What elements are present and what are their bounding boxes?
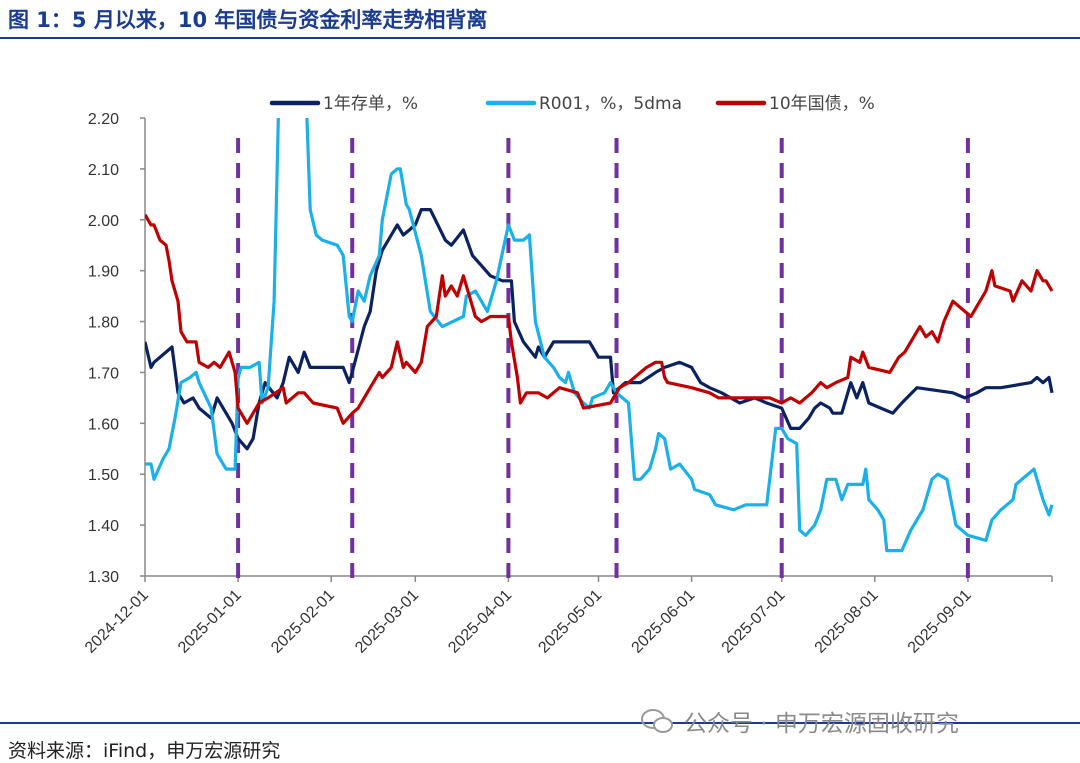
y-tick-label: 1.50 [88, 467, 119, 484]
y-tick-label: 1.70 [88, 365, 119, 382]
y-tick-label: 2.20 [88, 111, 119, 128]
y-tick-label: 1.30 [88, 569, 119, 586]
legend-label: 1年存单，% [323, 94, 418, 114]
series-line [145, 118, 1054, 553]
y-tick-label: 1.40 [88, 518, 119, 535]
footer-divider [0, 722, 1080, 724]
series-line [145, 208, 1054, 451]
legend-label: R001，%，5dma [539, 94, 682, 114]
x-tick-label: 2025-02-01 [268, 587, 338, 657]
axes: 1.30 1.40 1.50 1.60 1.70 1.80 1.90 2.00 2.10 2.20… [82, 111, 1053, 657]
watermark-text: 公众号 · 申万宏源固收研究 [684, 711, 959, 737]
figure-title: 图 1：5 月以来，10 年国债与资金利率走势相背离 [8, 8, 488, 32]
y-tick-label: 2.10 [88, 162, 119, 179]
y-tick-label: 1.80 [88, 315, 119, 332]
line-chart: 1.30 1.40 1.50 1.60 1.70 1.80 1.90 2.00 2.10 2.20… [82, 94, 1054, 657]
x-tick-label: 2025-03-01 [352, 587, 422, 657]
x-tick-label: 2025-08-01 [812, 587, 882, 657]
x-tick-label: 2025-04-01 [445, 587, 515, 657]
series-line [145, 213, 1054, 425]
x-tick-label: 2024-12-01 [82, 587, 152, 657]
y-tick-label: 2.00 [88, 213, 119, 230]
y-tick-label: 1.90 [88, 264, 119, 281]
x-tick-label: 2025-05-01 [535, 587, 605, 657]
x-tick-label: 2025-01-01 [175, 587, 245, 657]
watermark: 公众号 · 申万宏源固收研究 [640, 704, 959, 738]
y-tick-label: 1.60 [88, 416, 119, 433]
title-divider [0, 37, 1080, 39]
x-tick-label: 2025-07-01 [719, 587, 789, 657]
x-tick-label: 2025-06-01 [629, 587, 699, 657]
series-lines [145, 118, 1054, 553]
source-note: 资料来源：iFind，申万宏源研究 [8, 740, 281, 762]
legend-label: 10年国债，% [769, 94, 875, 114]
wechat-icon [641, 709, 673, 733]
x-tick-label: 2025-09-01 [905, 587, 975, 657]
legend: 1年存单，% R001，%，5dma 10年国债，% [269, 94, 875, 114]
